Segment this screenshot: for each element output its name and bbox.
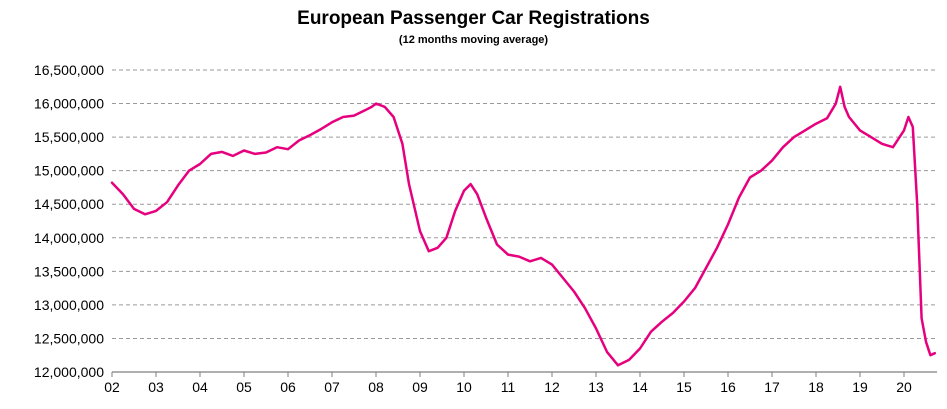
y-tick-label: 13,000,000 xyxy=(34,297,104,313)
grid-lines xyxy=(112,69,937,339)
x-tick-label: 07 xyxy=(324,379,340,395)
x-tick-label: 12 xyxy=(544,379,560,395)
x-tick-label: 16 xyxy=(720,379,736,395)
chart-subtitle: (12 months moving average) xyxy=(398,34,549,46)
x-tick-label: 19 xyxy=(852,379,868,395)
x-tick-label: 15 xyxy=(676,379,692,395)
y-tick-label: 16,500,000 xyxy=(34,62,104,78)
x-tick-label: 05 xyxy=(236,379,252,395)
x-tick-label: 09 xyxy=(412,379,428,395)
y-tick-label: 15,000,000 xyxy=(34,163,104,179)
x-tick-label: 11 xyxy=(501,379,516,395)
y-tick-label: 12,000,000 xyxy=(34,364,104,380)
x-tick-label: 06 xyxy=(280,379,296,395)
x-tick-label: 20 xyxy=(896,379,912,395)
x-tick-label: 17 xyxy=(764,379,780,395)
y-tick-label: 15,500,000 xyxy=(34,129,104,145)
x-tick-label: 10 xyxy=(456,379,472,395)
y-tick-label: 14,500,000 xyxy=(34,196,104,212)
series-group xyxy=(110,85,937,367)
chart-title: European Passenger Car Registrations xyxy=(297,8,650,29)
y-tick-label: 16,000,000 xyxy=(34,96,104,112)
x-tick-label: 18 xyxy=(808,379,824,395)
x-tick-label: 02 xyxy=(104,379,120,395)
x-tick-label: 08 xyxy=(368,379,384,395)
x-tick-label: 14 xyxy=(632,379,648,395)
y-tick-label: 12,500,000 xyxy=(34,330,104,346)
x-axis-ticks: 02 03 04 05 06 07 08 09 10 11 12 13 14 15 16 17 18 19 20 xyxy=(104,372,912,395)
x-tick-label: 03 xyxy=(148,379,164,395)
x-tick-label: 13 xyxy=(588,379,604,395)
series-line xyxy=(110,85,937,367)
x-tick-label: 04 xyxy=(192,379,208,395)
y-tick-label: 14,000,000 xyxy=(34,230,104,246)
y-axis-ticks: 12,000,000 12,500,000 13,000,000 13,500,000… xyxy=(34,62,104,380)
y-tick-label: 13,500,000 xyxy=(34,263,104,279)
